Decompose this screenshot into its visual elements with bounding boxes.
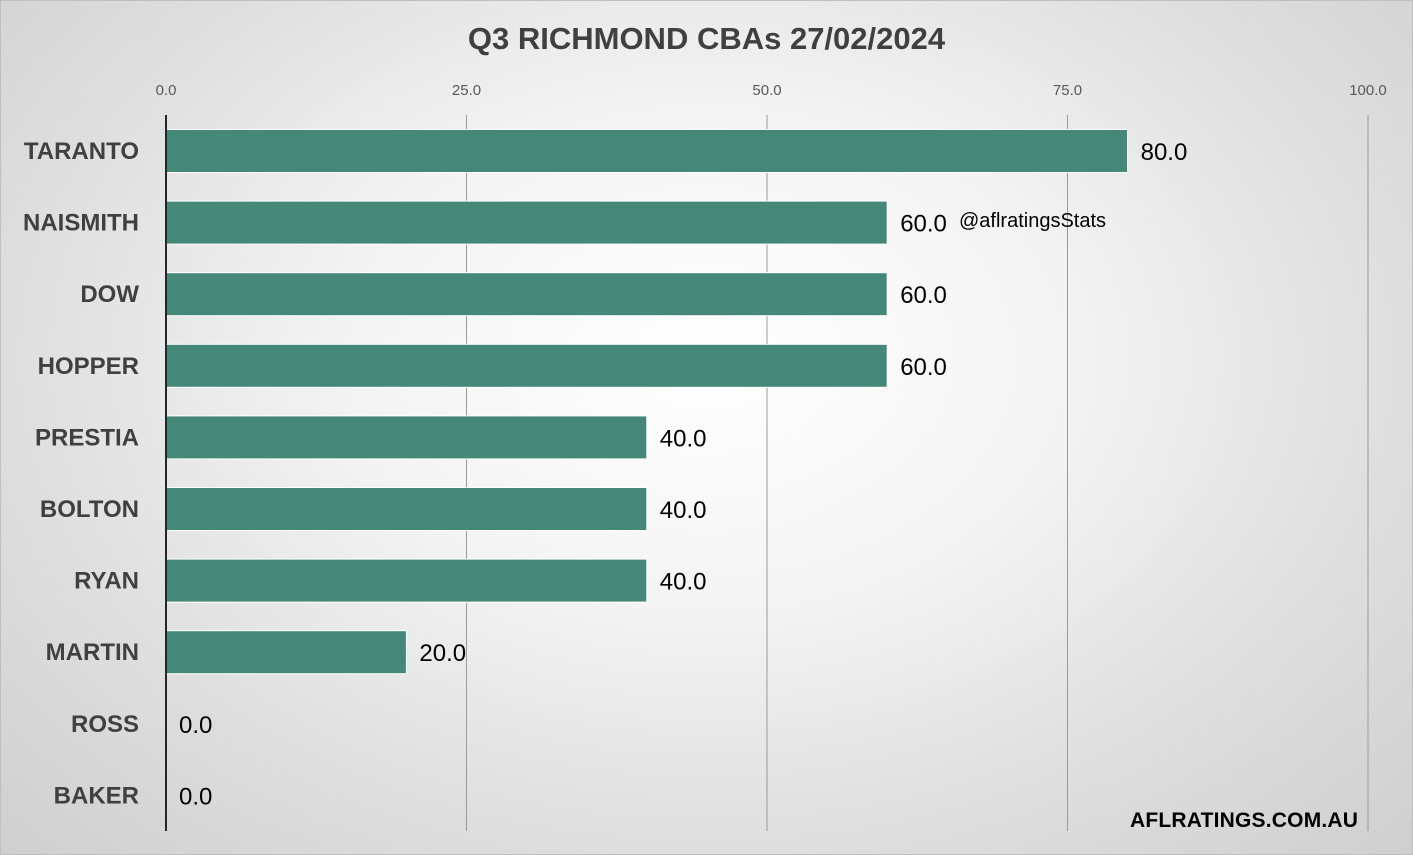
data-label: 0.0	[179, 712, 212, 739]
bar	[165, 129, 1129, 173]
category-label: RYAN	[74, 568, 139, 595]
data-label: 80.0	[1141, 139, 1188, 166]
data-label: 60.0	[900, 354, 947, 381]
x-tick-label: 50.0	[752, 82, 781, 99]
x-tick-label: 0.0	[156, 82, 177, 99]
data-label: 20.0	[419, 640, 466, 667]
x-tick-label: 75.0	[1053, 82, 1082, 99]
bar	[165, 487, 648, 531]
bar	[165, 343, 888, 388]
data-label: 60.0	[900, 211, 947, 238]
category-label: TARANTO	[24, 138, 139, 165]
bar	[165, 630, 407, 675]
category-label: DOW	[80, 281, 139, 308]
data-label: 60.0	[900, 282, 947, 309]
category-label: MARTIN	[46, 639, 139, 666]
category-label: HOPPER	[38, 353, 139, 380]
category-label: BAKER	[54, 782, 139, 809]
data-label: 40.0	[660, 569, 707, 596]
bar	[165, 200, 888, 245]
category-label: NAISMITH	[23, 210, 139, 237]
bar	[165, 558, 648, 603]
data-label: 0.0	[179, 783, 212, 810]
category-label: PRESTIA	[35, 424, 139, 451]
category-label: BOLTON	[40, 496, 139, 523]
x-tick-label: 25.0	[452, 82, 481, 99]
annotation-handle: @aflratingsStats	[959, 210, 1107, 232]
watermark-text: AFLRATINGS.COM.AU	[1130, 809, 1359, 832]
data-label: 40.0	[660, 425, 707, 452]
bar	[165, 415, 648, 460]
category-label: ROSS	[71, 711, 139, 738]
bar	[165, 272, 888, 317]
chart-title: Q3 RICHMOND CBAs 27/02/2024	[467, 21, 946, 56]
x-tick-label: 100.0	[1349, 82, 1387, 99]
data-label: 40.0	[660, 497, 707, 524]
